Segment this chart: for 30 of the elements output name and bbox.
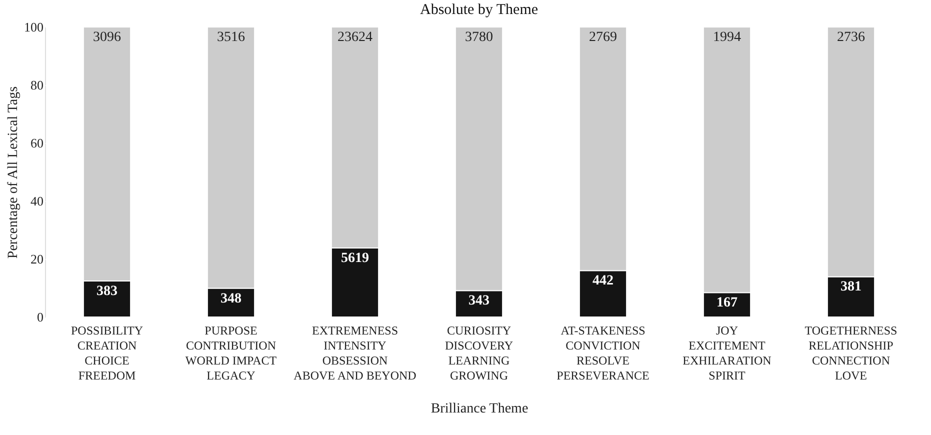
annotation: 5619 bbox=[341, 250, 369, 266]
annotation: 343 bbox=[468, 294, 490, 309]
annotation: 3780 bbox=[465, 30, 493, 45]
annotation: 2769 bbox=[589, 30, 617, 45]
annotation: 442 bbox=[592, 274, 614, 289]
annotation: 381 bbox=[840, 280, 862, 295]
x-tick-label: PURPOSE CONTRIBUTION WORLD IMPACT LEGACY bbox=[185, 324, 278, 382]
x-tick-label: AT-STAKENESS CONVICTION RESOLVE PERSEVERANCE bbox=[556, 324, 650, 382]
annotation: 167 bbox=[716, 296, 738, 311]
y-tick-label: 0 bbox=[37, 310, 44, 324]
annotation: 3516 bbox=[217, 30, 245, 45]
y-tick-label: 40 bbox=[30, 194, 44, 208]
annotation: 23624 bbox=[338, 30, 372, 45]
y-tick-label: 60 bbox=[30, 136, 44, 150]
x-tick-label: EXTREMENESS INTENSITY OBSESSION ABOVE AND BEYOND bbox=[294, 324, 417, 382]
x-tick-label: POSSIBILITY CREATION CHOICE FREEDOM bbox=[70, 324, 144, 382]
y-tick-label: 80 bbox=[30, 78, 44, 92]
annotation: 1994 bbox=[713, 30, 741, 45]
x-tick-label: TOGETHERNESS RELATIONSHIP CONNECTION LOVE bbox=[804, 324, 898, 382]
x-axis-title: Brilliance Theme bbox=[430, 402, 528, 416]
annotation: 3096 bbox=[93, 30, 121, 45]
x-tick-label: JOY EXCITEMENT EXHILARATION SPIRIT bbox=[682, 324, 772, 382]
chart-title: Absolute by Theme bbox=[420, 2, 538, 18]
annotation: 2736 bbox=[837, 30, 865, 45]
y-tick-label: 20 bbox=[30, 252, 44, 266]
annotation: 348 bbox=[220, 291, 242, 306]
x-tick-label: CURIOSITY DISCOVERY LEARNING GROWING bbox=[444, 324, 514, 382]
annotation: 383 bbox=[96, 284, 118, 300]
y-tick-label: 100 bbox=[24, 20, 44, 34]
y-axis-title: Percentage of All Lexical Tags bbox=[6, 86, 21, 259]
